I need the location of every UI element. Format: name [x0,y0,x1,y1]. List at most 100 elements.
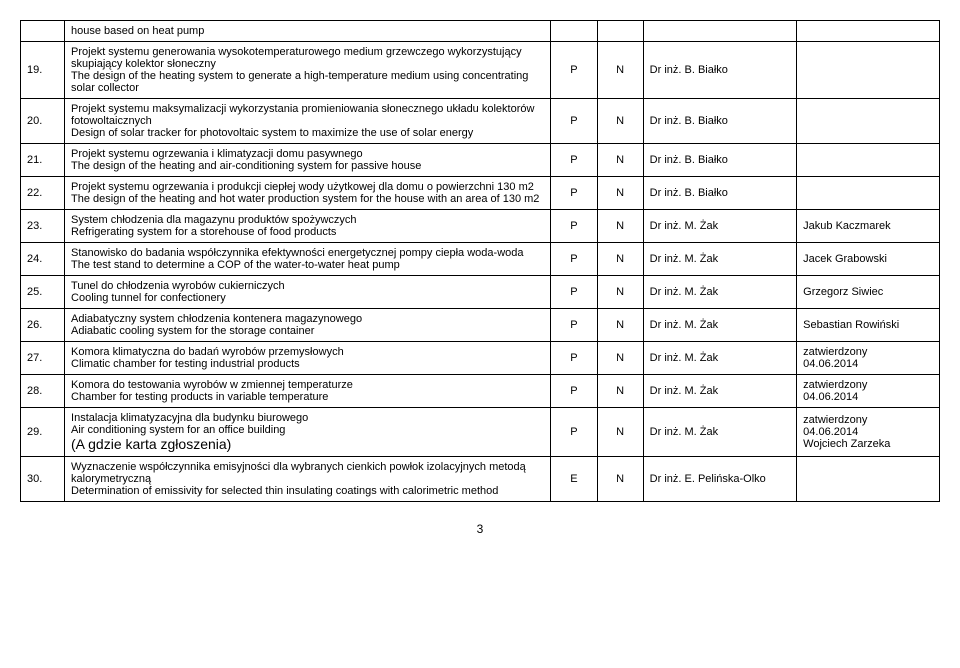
row-supervisor-cell: Dr inż. B. Białko [643,42,797,99]
description-polish: Projekt systemu generowania wysokotemper… [71,46,544,70]
description-polish: Projekt systemu ogrzewania i klimatyzacj… [71,148,544,160]
extra-line: zatwierdzony [803,346,933,358]
row-number-cell: 27. [21,342,65,375]
row-type-cell: P [551,243,597,276]
row-supervisor-cell: Dr inż. B. Białko [643,177,797,210]
row-supervisor-cell: Dr inż. M. Żak [643,309,797,342]
row-number-cell: 23. [21,210,65,243]
description-polish: Stanowisko do badania współczynnika efek… [71,247,544,259]
row-extra-cell: Jacek Grabowski [797,243,940,276]
description-polish: Projekt systemu ogrzewania i produkcji c… [71,181,544,193]
row-type-cell: P [551,210,597,243]
row-supervisor-cell: Dr inż. E. Pelińska-Olko [643,457,797,502]
row-type-cell: P [551,177,597,210]
row-extra-cell: Sebastian Rowiński [797,309,940,342]
description-polish: Tunel do chłodzenia wyrobów cukierniczyc… [71,280,544,292]
row-supervisor-cell: Dr inż. M. Żak [643,276,797,309]
row-supervisor-cell: Dr inż. M. Żak [643,408,797,457]
row-status-cell: N [597,42,643,99]
description-english: The design of the heating system to gene… [71,70,544,94]
row-description-cell: Projekt systemu maksymalizacji wykorzyst… [65,99,551,144]
row-number-cell: 29. [21,408,65,457]
extra-line: zatwierdzony [803,379,933,391]
description-english: Adiabatic cooling system for the storage… [71,325,544,337]
row-description-cell: Projekt systemu ogrzewania i produkcji c… [65,177,551,210]
table-row: 22.Projekt systemu ogrzewania i produkcj… [21,177,940,210]
description-english: The design of the heating and hot water … [71,193,544,205]
row-type-cell: P [551,342,597,375]
table-row: 23.System chłodzenia dla magazynu produk… [21,210,940,243]
extra-line: 04.06.2014 [803,426,933,438]
row-extra-cell: Grzegorz Siwiec [797,276,940,309]
description-english: Refrigerating system for a storehouse of… [71,226,544,238]
row-number-cell: 21. [21,144,65,177]
row-number-cell: 25. [21,276,65,309]
row-description-cell: Wyznaczenie współczynnika emisyjności dl… [65,457,551,502]
description-english: Climatic chamber for testing industrial … [71,358,544,370]
row-supervisor-cell: Dr inż. B. Białko [643,144,797,177]
table-row: 30.Wyznaczenie współczynnika emisyjności… [21,457,940,502]
description-polish: Adiabatyczny system chłodzenia kontenera… [71,313,544,325]
row-description-cell: Instalacja klimatyzacyjna dla budynku bi… [65,408,551,457]
row-status-cell: N [597,342,643,375]
row-extra-cell [797,99,940,144]
row-description-cell: Stanowisko do badania współczynnika efek… [65,243,551,276]
row-status-cell: N [597,276,643,309]
extra-line: Wojciech Zarzeka [803,438,933,450]
table-row: 29. Instalacja klimatyzacyjna dla budynku… [21,408,940,457]
description-english: Design of solar tracker for photovoltaic… [71,127,544,139]
header-continuation-row: house based on heat pump [21,21,940,42]
row-description-cell: Adiabatyczny system chłodzenia kontenera… [65,309,551,342]
row-status-cell: N [597,210,643,243]
description-english: Cooling tunnel for confectionery [71,292,544,304]
row-status-cell: N [597,99,643,144]
row-status-cell: N [597,309,643,342]
row-number-cell: 28. [21,375,65,408]
row-type-cell: P [551,375,597,408]
header-n-cell [597,21,643,42]
description-polish: Komora klimatyczna do badań wyrobów prze… [71,346,544,358]
row-status-cell: N [597,144,643,177]
topics-table: house based on heat pump 19.Projekt syst… [20,20,940,502]
row-supervisor-cell: Dr inż. M. Żak [643,210,797,243]
row-status-cell: N [597,243,643,276]
header-num-cell [21,21,65,42]
description-english: The design of the heating and air-condit… [71,160,544,172]
row-type-cell: P [551,309,597,342]
header-extra-cell [797,21,940,42]
row-extra-cell [797,457,940,502]
table-body: house based on heat pump 19.Projekt syst… [21,21,940,502]
description-english: The test stand to determine a COP of the… [71,259,544,271]
row-supervisor-cell: Dr inż. M. Żak [643,375,797,408]
description-polish: Komora do testowania wyrobów w zmiennej … [71,379,544,391]
header-desc-cell: house based on heat pump [65,21,551,42]
description-polish: Wyznaczenie współczynnika emisyjności dl… [71,461,544,485]
row-extra-cell [797,42,940,99]
row-supervisor-cell: Dr inż. B. Białko [643,99,797,144]
row-supervisor-cell: Dr inż. M. Żak [643,342,797,375]
row-description-cell: Komora do testowania wyrobów w zmiennej … [65,375,551,408]
row-number-cell: 20. [21,99,65,144]
row-supervisor-cell: Dr inż. M. Żak [643,243,797,276]
row-type-cell: P [551,276,597,309]
row-description-cell: Projekt systemu generowania wysokotemper… [65,42,551,99]
description-polish: Projekt systemu maksymalizacji wykorzyst… [71,103,544,127]
row-description-cell: Projekt systemu ogrzewania i klimatyzacj… [65,144,551,177]
row-status-cell: N [597,177,643,210]
table-row: 25. Tunel do chłodzenia wyrobów cukiernic… [21,276,940,309]
row-extra-cell [797,144,940,177]
row-type-cell: P [551,144,597,177]
row-extra-cell: zatwierdzony04.06.2014Wojciech Zarzeka [797,408,940,457]
row-number-cell: 19. [21,42,65,99]
extra-line: Grzegorz Siwiec [803,286,933,298]
table-row: 26.Adiabatyczny system chłodzenia konten… [21,309,940,342]
extra-line: Sebastian Rowiński [803,319,933,331]
row-type-cell: P [551,408,597,457]
row-extra-cell: Jakub Kaczmarek [797,210,940,243]
header-p-cell [551,21,597,42]
row-description-cell: Tunel do chłodzenia wyrobów cukierniczyc… [65,276,551,309]
table-row: 19.Projekt systemu generowania wysokotem… [21,42,940,99]
row-type-cell: E [551,457,597,502]
extra-line: 04.06.2014 [803,391,933,403]
description-polish: Instalacja klimatyzacyjna dla budynku bi… [71,412,544,424]
